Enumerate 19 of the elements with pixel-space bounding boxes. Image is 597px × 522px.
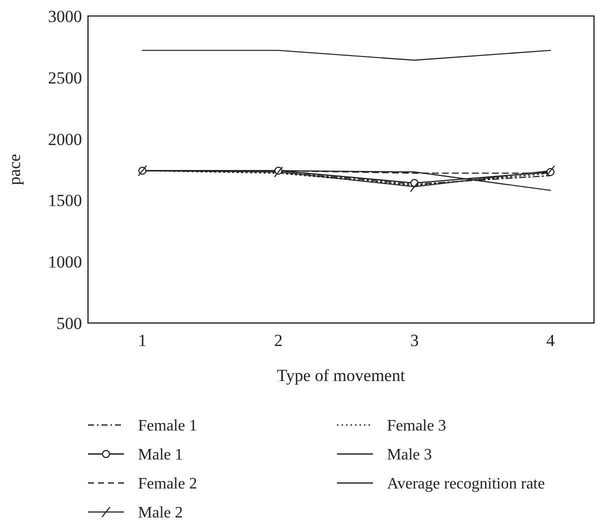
y-tick-label: 1000 bbox=[48, 252, 82, 272]
x-tick-label: 2 bbox=[274, 331, 283, 350]
y-tick-label: 2500 bbox=[48, 68, 82, 88]
legend-label: Average recognition rate bbox=[387, 476, 545, 493]
x-tick-label: 1 bbox=[138, 331, 147, 350]
legend-label: Female 1 bbox=[138, 418, 198, 435]
x-tick-label: 4 bbox=[546, 331, 556, 350]
legend-label: Male 2 bbox=[138, 504, 183, 522]
y-tick-label: 3000 bbox=[48, 6, 82, 26]
x-axis-title: Type of movement bbox=[276, 366, 406, 385]
legend-label: Female 2 bbox=[138, 476, 198, 493]
y-tick-label: 500 bbox=[56, 314, 82, 333]
y-tick-label: 2000 bbox=[48, 130, 82, 149]
legend-label: Male 1 bbox=[138, 446, 183, 464]
x-tick-label: 3 bbox=[410, 331, 419, 350]
y-tick-label: 1500 bbox=[48, 191, 82, 210]
legend-label: Female 3 bbox=[387, 418, 446, 435]
y-axis-title: pace bbox=[5, 154, 24, 186]
legend-label: Male 3 bbox=[387, 446, 432, 464]
